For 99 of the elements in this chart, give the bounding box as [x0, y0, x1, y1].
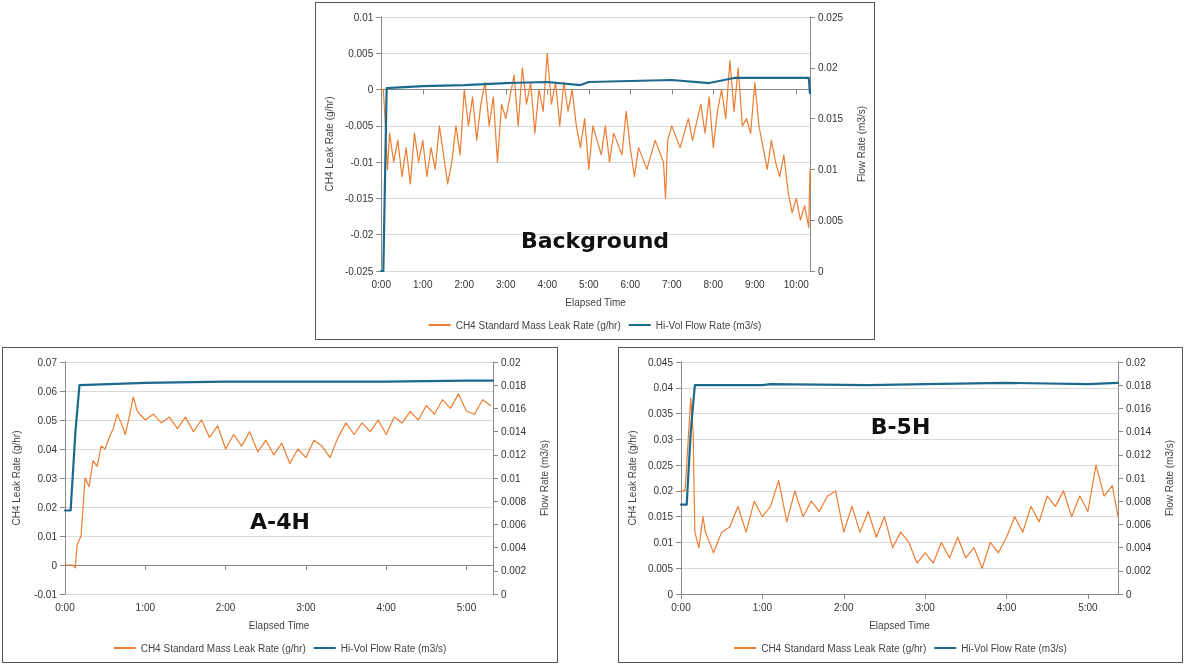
- y2-tick-label: 0.008: [1126, 495, 1152, 507]
- y-tick-label: 0.025: [647, 459, 674, 471]
- y-tick-label: -0.01: [34, 588, 58, 600]
- y-tick-label: 0.02: [653, 485, 674, 497]
- x-tick-label: 4:00: [996, 601, 1017, 613]
- y2-axis-title: Flow Rate (m3/s): [538, 439, 550, 517]
- x-tick-label: 2:00: [834, 601, 854, 613]
- y-tick-label: 0: [367, 84, 374, 96]
- x-tick-label: 5:00: [456, 601, 477, 613]
- y2-tick-label: 0.004: [1126, 542, 1152, 554]
- x-tick-label: 5:00: [579, 278, 599, 290]
- y2-tick-label: 0.01: [1126, 472, 1146, 484]
- y2-tick-label: 0.002: [501, 565, 527, 577]
- y2-tick-label: 0.02: [1126, 356, 1146, 368]
- x-tick-label: 3:00: [496, 278, 516, 290]
- y-tick-label: 0.01: [353, 11, 374, 23]
- y-tick-label: 0.01: [653, 536, 674, 548]
- y2-tick-label: 0.008: [501, 495, 527, 507]
- line-series: [680, 397, 1119, 569]
- x-tick-label: 2:00: [454, 278, 475, 290]
- y-tick-label: 0.005: [348, 47, 374, 59]
- y2-tick-label: 0.016: [1126, 402, 1152, 414]
- x-tick-label: 0:00: [371, 278, 392, 290]
- y2-tick-label: 0: [818, 265, 824, 277]
- y2-tick-label: 0.006: [501, 518, 527, 530]
- y-tick-label: -0.005: [344, 120, 374, 132]
- y2-axis-title: Flow Rate (m3/s): [855, 105, 867, 183]
- y-tick-label: 0: [51, 559, 58, 571]
- y-tick-label: 0.05: [37, 414, 58, 426]
- x-tick-label: 0:00: [55, 601, 76, 613]
- x-axis-title: Elapsed Time: [565, 296, 627, 308]
- y-tick-label: 0.015: [647, 511, 674, 523]
- y2-tick-label: 0: [501, 588, 507, 600]
- text: A-4H: [250, 508, 310, 534]
- y-tick-label: 0.07: [37, 356, 58, 368]
- y-tick-label: -0.015: [344, 192, 374, 204]
- y-axis-title: CH4 Leak Rate (g/hr): [323, 96, 335, 192]
- x-tick-label: 4:00: [376, 601, 397, 613]
- text: B-5H: [870, 414, 931, 440]
- y-tick-label: 0.04: [37, 443, 58, 455]
- y2-tick-label: 0.016: [501, 402, 527, 414]
- x-tick-label: 1:00: [752, 601, 773, 613]
- y-tick-label: -0.02: [350, 229, 374, 241]
- y2-tick-label: 0.02: [501, 356, 521, 368]
- y-tick-label: 0.005: [647, 562, 674, 574]
- y2-tick-label: 0.015: [818, 113, 844, 125]
- y2-tick-label: 0.014: [501, 426, 527, 438]
- legend-label: CH4 Standard Mass Leak Rate (g/hr): [761, 642, 927, 654]
- legend-label: Hi-Vol Flow Rate (m3/s): [340, 642, 447, 654]
- y2-tick-label: 0.005: [818, 214, 844, 226]
- x-tick-label: 8:00: [703, 278, 724, 290]
- legend-label: CH4 Standard Mass Leak Rate (g/hr): [140, 642, 306, 654]
- x-tick-label: 4:00: [537, 278, 558, 290]
- line-series: [63, 379, 495, 512]
- line-series: [679, 381, 1120, 506]
- y-tick-label: 0.03: [653, 433, 674, 445]
- y2-tick-label: 0.012: [501, 449, 527, 461]
- y2-tick-label: 0.002: [1126, 565, 1152, 577]
- y2-axis-title: Flow Rate (m3/s): [1163, 439, 1175, 517]
- y-tick-label: 0.03: [37, 472, 58, 484]
- y-axis-title: CH4 Leak Rate (g/hr): [626, 430, 638, 526]
- x-tick-label: 1:00: [413, 278, 433, 290]
- y2-tick-label: 0.025: [818, 11, 844, 23]
- legend-label: Hi-Vol Flow Rate (m3/s): [655, 319, 762, 331]
- y2-tick-label: 0.006: [1126, 518, 1152, 530]
- x-tick-label: 9:00: [745, 278, 765, 290]
- y2-tick-label: 0.012: [1126, 449, 1152, 461]
- y-tick-label: -0.025: [344, 265, 374, 277]
- y-tick-label: 0: [667, 588, 674, 600]
- x-axis-title: Elapsed Time: [248, 619, 310, 631]
- y2-tick-label: 0.004: [501, 542, 527, 554]
- y2-tick-label: 0: [1126, 588, 1132, 600]
- x-axis-title: Elapsed Time: [869, 619, 931, 631]
- x-tick-label: 0:00: [671, 601, 692, 613]
- y2-tick-label: 0.018: [1126, 379, 1152, 391]
- legend-label: CH4 Standard Mass Leak Rate (g/hr): [455, 319, 621, 331]
- y2-tick-label: 0.02: [818, 62, 838, 74]
- legend-label: Hi-Vol Flow Rate (m3/s): [961, 642, 1067, 654]
- x-tick-label: 3:00: [296, 601, 317, 613]
- x-tick-label: 3:00: [915, 601, 936, 613]
- y-tick-label: 0.06: [37, 385, 58, 397]
- x-tick-label: 10:00: [783, 278, 810, 290]
- y2-tick-label: 0.01: [818, 163, 838, 175]
- text: Background: [520, 228, 670, 254]
- y2-tick-label: 0.014: [1126, 426, 1152, 438]
- y-tick-label: 0.01: [37, 530, 58, 542]
- y-tick-label: 0.045: [647, 356, 674, 368]
- x-tick-label: 1:00: [135, 601, 156, 613]
- y-tick-label: 0.035: [647, 408, 674, 420]
- y2-tick-label: 0.018: [501, 379, 527, 391]
- y-axis-title: CH4 Leak Rate (g/hr): [10, 430, 22, 526]
- x-tick-label: 5:00: [1078, 601, 1099, 613]
- y-tick-label: 0.04: [653, 382, 674, 394]
- y-tick-label: 0.02: [37, 501, 58, 513]
- x-tick-label: 7:00: [662, 278, 682, 290]
- y2-tick-label: 0.01: [501, 472, 521, 484]
- x-tick-label: 6:00: [620, 278, 641, 290]
- x-tick-label: 2:00: [215, 601, 236, 613]
- y-tick-label: -0.01: [350, 156, 374, 168]
